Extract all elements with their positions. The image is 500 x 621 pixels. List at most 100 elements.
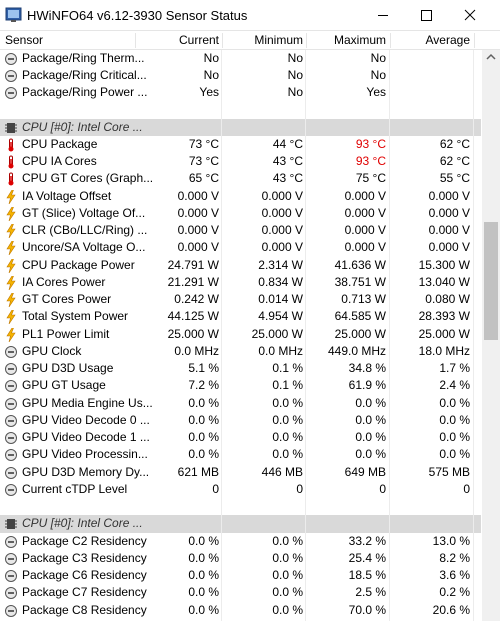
maximize-button[interactable] xyxy=(421,10,432,21)
sensor-name: GT (Slice) Voltage Of... xyxy=(22,205,146,220)
sensor-value: 0.0 % xyxy=(188,568,219,582)
sensor-name: Package C2 Residency xyxy=(22,533,147,548)
column-label: Current xyxy=(178,33,219,47)
column-divider xyxy=(473,50,474,621)
sensor-value: 0.000 V xyxy=(428,223,470,237)
sensor-row: PL1 Power Limit 25.000 W 25.000 W 25.000 W 2… xyxy=(0,326,481,343)
sensor-name: GPU Video Decode 1 ... xyxy=(22,430,150,444)
sensor-value: 621 MB xyxy=(177,464,219,479)
sensor-value: 73 °C xyxy=(188,136,219,151)
sensor-row: GPU Clock 0.0 MHz 0.0 MHz 449.0 MHz 18.0 MHz xyxy=(0,343,481,360)
sensor-value: 0 xyxy=(296,481,303,496)
sensor-value: 25.000 W xyxy=(334,326,386,341)
sensor-row: IA Voltage Offset 0.000 V 0.000 V 0.000 V 0.… xyxy=(0,188,481,205)
sensor-icon xyxy=(4,431,18,450)
sensor-value: 0.0 % xyxy=(272,412,303,427)
sensor-value: 0.0 % xyxy=(188,430,219,444)
sensor-value: 0.1 % xyxy=(272,378,303,393)
close-button[interactable] xyxy=(464,9,476,21)
sensor-value: No xyxy=(287,67,303,82)
sensor-value: 7.2 % xyxy=(188,378,219,393)
sensor-icon xyxy=(4,466,18,485)
sensor-name: CPU Package Power xyxy=(22,257,135,272)
sensor-value: 20.6 % xyxy=(432,602,470,617)
sensor-icon xyxy=(4,223,18,243)
sensor-row: GT (Slice) Voltage Of... 0.000 V 0.000 V 0.… xyxy=(0,205,481,222)
sensor-value: 0.1 % xyxy=(272,361,303,375)
scroll-up[interactable] xyxy=(482,50,500,64)
sensor-value: 15.300 W xyxy=(418,257,470,272)
sensor-value: 0.014 W xyxy=(258,292,303,306)
sensor-name: Package C8 Residency xyxy=(22,602,147,617)
sensor-value: 25.4 % xyxy=(348,550,386,565)
sensor-name: IA Cores Power xyxy=(22,274,106,289)
sensor-row: CPU IA Cores 73 °C 43 °C 93 °C 62 °C xyxy=(0,153,481,170)
sensor-row: CLR (CBo/LLC/Ring) ... 0.000 V 0.000 V 0.00… xyxy=(0,222,481,239)
sensor-row: Package C8 Residency 0.0 % 0.0 % 70.0 % 20.6… xyxy=(0,602,481,619)
sensor-value: 1.7 % xyxy=(439,361,470,375)
sensor-row: GT Cores Power 0.242 W 0.014 W 0.713 W 0.080… xyxy=(0,291,481,308)
sensor-icon xyxy=(4,362,18,381)
window-controls xyxy=(378,9,476,21)
sensor-value: Yes xyxy=(366,85,386,99)
window-title: HWiNFO64 v6.12-3930 Sensor Status xyxy=(27,8,248,23)
sensor-value: 13.0 % xyxy=(432,533,470,548)
column-label: Average xyxy=(425,33,470,47)
column-header: Sensor Current Minimum Maximum Average xyxy=(0,31,500,50)
sensor-value: 0.0 % xyxy=(439,430,470,444)
column-divider xyxy=(221,50,222,621)
sensor-value: 0.0 % xyxy=(272,585,303,600)
sensor-icon xyxy=(4,52,18,71)
sensor-value: 0.0 % xyxy=(355,447,386,462)
sensor-icon xyxy=(4,327,18,347)
sensor-row: Uncore/SA Voltage O... 0.000 V 0.000 V 0.00… xyxy=(0,239,481,256)
sensor-value: No xyxy=(370,67,386,82)
scroll-thumb[interactable] xyxy=(484,222,498,340)
sensor-value: 0.000 V xyxy=(261,240,303,255)
scrollbar[interactable] xyxy=(482,50,500,621)
header-divider xyxy=(306,33,307,48)
sensor-value: 0.0 % xyxy=(272,533,303,548)
sensor-value: 0.000 V xyxy=(344,188,386,203)
sensor-value: 0.242 W xyxy=(174,292,219,306)
sensor-name: Uncore/SA Voltage O... xyxy=(22,240,146,255)
sensor-value: 18.0 MHz xyxy=(418,343,470,358)
sensor-value: 449.0 MHz xyxy=(327,343,386,358)
sensor-icon xyxy=(4,379,18,398)
sensor-row: Package/Ring Therm... No No No xyxy=(0,50,481,67)
sensor-row: GPU Video Decode 0 ... 0.0 % 0.0 % 0.0 % 0.0… xyxy=(0,412,481,429)
sensor-value: 43 °C xyxy=(272,154,303,168)
sensor-icon xyxy=(4,569,18,588)
sensor-value: 0.0 % xyxy=(355,395,386,410)
sensor-row: Package/Ring Critical... No No No xyxy=(0,67,481,84)
sensor-name: Current cTDP Level xyxy=(22,481,128,496)
sensor-value: 0.080 W xyxy=(425,292,470,306)
sensor-value: 5.1 % xyxy=(188,361,219,375)
sensor-value: 0.0 % xyxy=(439,395,470,410)
sensor-value: No xyxy=(370,50,386,65)
sensor-icon xyxy=(4,189,18,209)
sensor-row: GPU D3D Usage 5.1 % 0.1 % 34.8 % 1.7 % xyxy=(0,360,481,377)
sensor-value: 0.000 V xyxy=(177,223,219,237)
sensor-name: CPU IA Cores xyxy=(22,154,97,168)
sensor-value: No xyxy=(203,67,219,82)
sensor-value: 0.000 V xyxy=(428,205,470,220)
sensor-row: CPU Package 73 °C 44 °C 93 °C 62 °C xyxy=(0,136,481,153)
sensor-name: Package C3 Residency xyxy=(22,550,147,565)
sensor-name: IA Voltage Offset xyxy=(22,188,112,203)
sensor-value: 0.0 % xyxy=(188,447,219,462)
sensor-name: GPU Video Decode 0 ... xyxy=(22,412,150,427)
sensor-value: 43 °C xyxy=(272,171,303,186)
sensor-icon xyxy=(4,604,18,621)
sensor-icon xyxy=(4,345,18,364)
sensor-icon xyxy=(4,448,18,467)
sensor-name: GPU Media Engine Us... xyxy=(22,395,153,410)
sensor-value: 0.000 V xyxy=(428,240,470,255)
sensor-value: 0.0 % xyxy=(188,395,219,410)
sensor-value: 0.713 W xyxy=(341,292,386,306)
sensor-value: 25.000 W xyxy=(167,326,219,341)
sensor-value: 0.0 % xyxy=(188,533,219,548)
sensor-value: 446 MB xyxy=(261,464,303,479)
sensor-row: Package C7 Residency 0.0 % 0.0 % 2.5 % 0.2 % xyxy=(0,584,481,601)
